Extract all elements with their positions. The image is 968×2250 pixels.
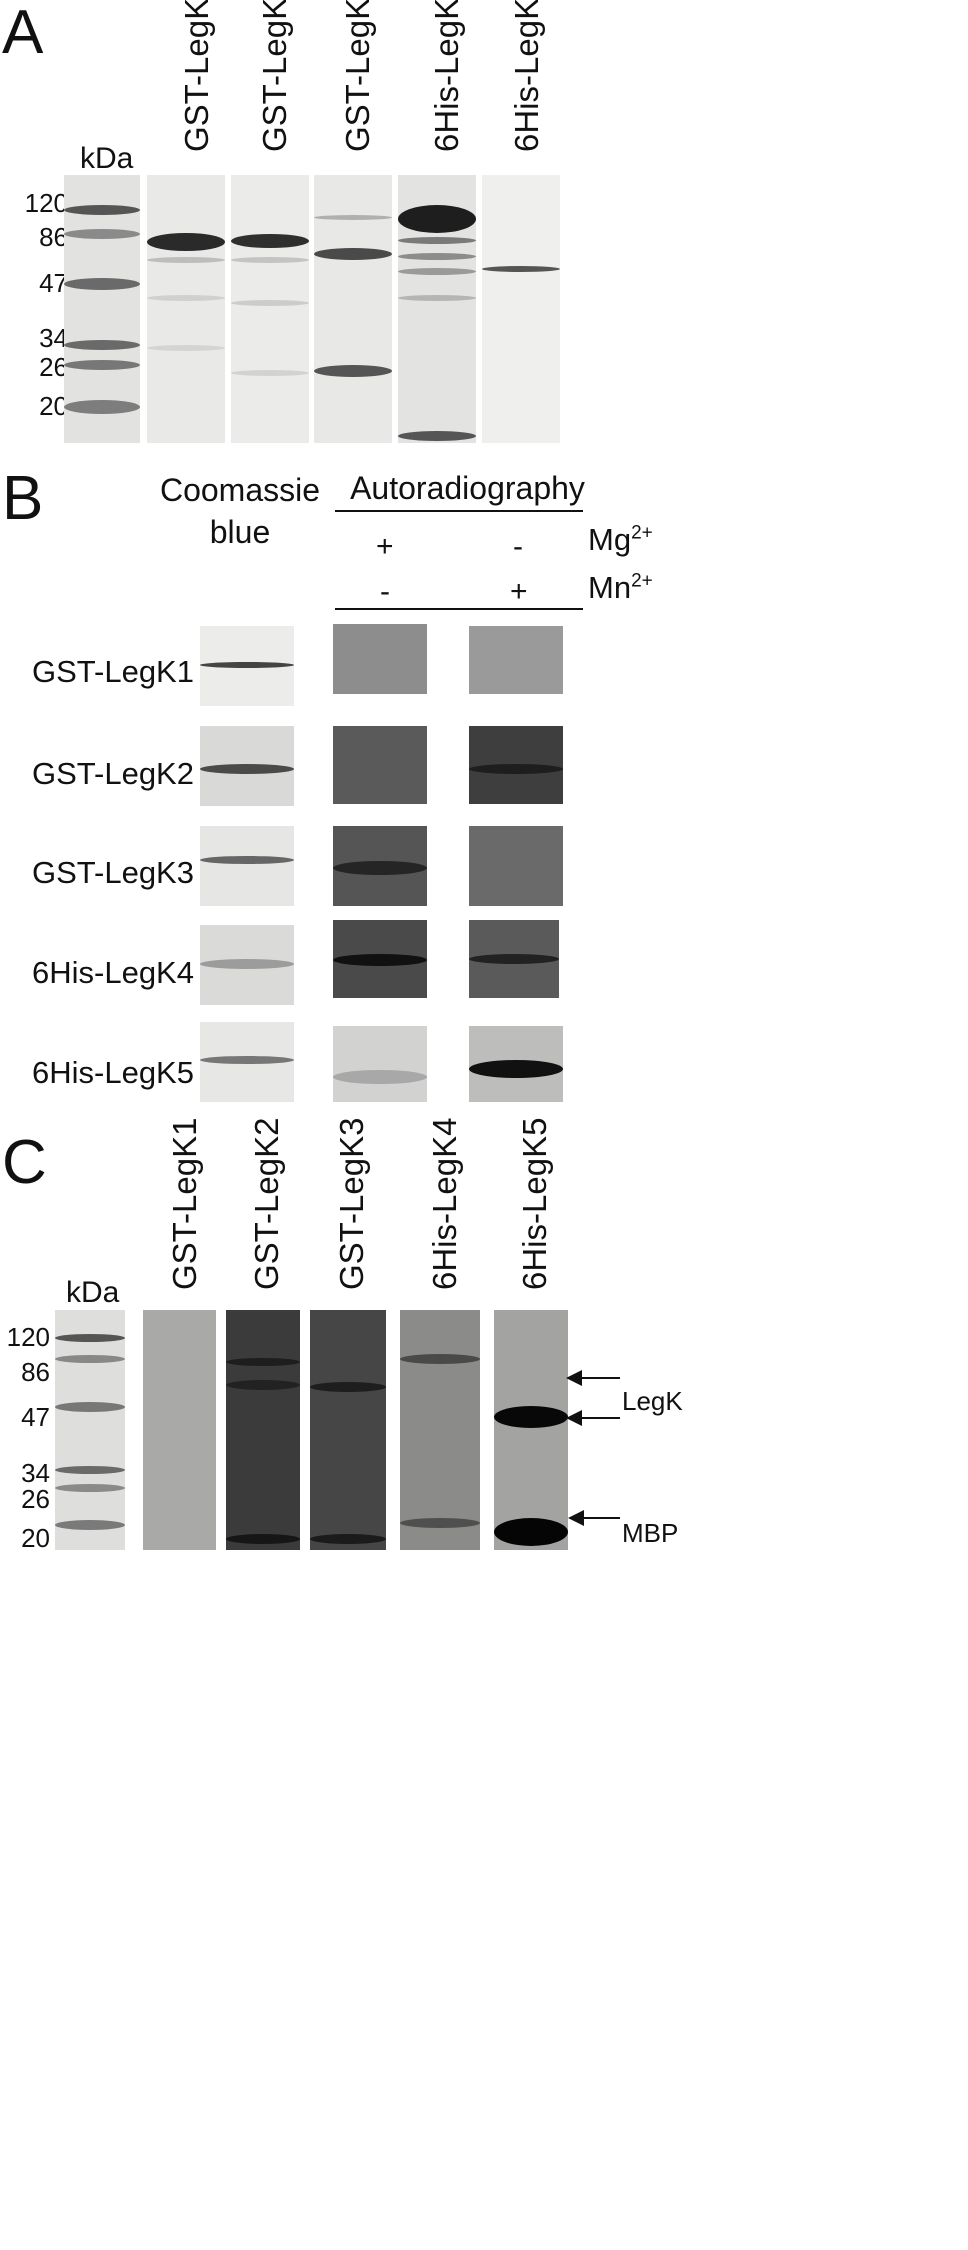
panel-b-row-label-3: GST-LegK3: [32, 855, 194, 890]
panel-b-mn-blot-3: [469, 826, 563, 906]
panel-a-letter: A: [2, 0, 44, 67]
panel-c-lane-label-5: 6His-LegK5: [516, 1117, 553, 1290]
panel-c-marker-26: 26: [21, 1484, 50, 1514]
panel-b-mg-blot-2: [333, 726, 427, 804]
panel-a-lane-label-5: 6His-LegK5: [508, 0, 545, 152]
panel-a-lane-label-3: GST-LegK3: [339, 0, 376, 152]
panel-b-coomassie-blot-4: [200, 925, 294, 1005]
panel-c-letter: C: [2, 1128, 47, 1197]
panel-c-marker-120: 120: [6, 1322, 50, 1352]
panel-a-gel-lane-2: [231, 175, 309, 443]
panel-a-marker-26: 26: [39, 352, 68, 382]
panel-b-row-label-1: GST-LegK1: [32, 654, 194, 689]
panel-b-mn-blot-4: [469, 920, 559, 998]
panel-a-lane-label-1: GST-LegK1: [178, 0, 215, 152]
panel-b-row-label-4: 6His-LegK4: [32, 955, 194, 990]
panel-a-gel-lane-1: [147, 175, 225, 443]
panel-c-kda-label: kDa: [66, 1276, 120, 1309]
panel-b-coomassie-blot-3: [200, 826, 294, 906]
panel-c-marker-34: 34: [21, 1458, 50, 1488]
panel-b-mg-blot-4: [333, 920, 427, 998]
legk-annotation: LegK: [622, 1386, 683, 1416]
panel-a-gel-lane-3: [314, 175, 392, 443]
panel-b-mn-label: Mn2+: [588, 570, 653, 605]
panel-b-header-divider-bottom: [335, 608, 583, 610]
panel-a-marker-86: 86: [39, 222, 68, 252]
panel-c-lane-label-1: GST-LegK1: [166, 1117, 203, 1290]
panel-b-mg-minus: -: [513, 530, 523, 563]
panel-c-marker-86: 86: [21, 1357, 50, 1387]
panel-c-blot-lane-5: [494, 1310, 568, 1550]
panel-b-mg-blot-1: [333, 624, 427, 694]
panel-a-marker-47: 47: [39, 268, 68, 298]
panel-b-mn-blot-5: [469, 1026, 563, 1102]
panel-c-blot-lane-2: [226, 1310, 300, 1550]
panel-b-row-label-5: 6His-LegK5: [32, 1055, 194, 1090]
panel-c-marker-47: 47: [21, 1402, 50, 1432]
panel-a-marker-120: 120: [24, 188, 68, 218]
panel-b-autoradiography-header: Autoradiography: [350, 470, 585, 506]
mbp-arrow: [568, 1510, 620, 1526]
panel-b-row-label-2: GST-LegK2: [32, 756, 194, 791]
legk-arrow-upper: [566, 1370, 620, 1386]
panel-b-mn-minus: -: [380, 575, 390, 608]
panel-b-mn-blot-1: [469, 626, 563, 694]
panel-c-lane-label-3: GST-LegK3: [333, 1117, 370, 1290]
panel-b-header-divider-top: [335, 510, 583, 512]
panel-b-coomassie-blot-2: [200, 726, 294, 806]
panel-c-ladder-lane: [55, 1310, 125, 1550]
panel-c-lane-label-2: GST-LegK2: [248, 1117, 285, 1290]
panel-a-lane-label-2: GST-LegK2: [256, 0, 293, 152]
mbp-annotation: MBP: [622, 1518, 679, 1548]
panel-a-marker-20: 20: [39, 391, 68, 421]
panel-b-mn-blot-2: [469, 726, 563, 804]
panel-a-gel-lane-4: [398, 175, 476, 443]
panel-c-blot-lane-1: [143, 1310, 216, 1550]
panel-b-mg-blot-3: [333, 826, 427, 906]
panel-a-ladder-lane: [64, 175, 140, 443]
panel-a-lane-label-4: 6His-LegK4: [428, 0, 465, 152]
panel-a-kda-label: kDa: [80, 142, 134, 175]
panel-b-mg-plus: +: [376, 530, 394, 563]
panel-b-mg-label: Mg2+: [588, 522, 653, 557]
panel-b-coomassie-blot-1: [200, 626, 294, 706]
legk-arrow-lower: [566, 1410, 620, 1426]
panel-b-coomassie-header: Coomassie blue: [159, 472, 321, 550]
panel-c-marker-20: 20: [21, 1523, 50, 1553]
panel-c-blot-lane-3: [310, 1310, 386, 1550]
panel-b-coomassie-blot-5: [200, 1022, 294, 1102]
panel-c-blot-lane-4: [400, 1310, 480, 1550]
panel-a-marker-34: 34: [39, 323, 68, 353]
panel-b-letter: B: [2, 464, 44, 533]
panel-b-mg-blot-5: [333, 1026, 427, 1102]
panel-b-mn-plus: +: [510, 575, 528, 608]
panel-c-lane-label-4: 6His-LegK4: [426, 1117, 463, 1290]
panel-a-gel-lane-5: [482, 175, 560, 443]
